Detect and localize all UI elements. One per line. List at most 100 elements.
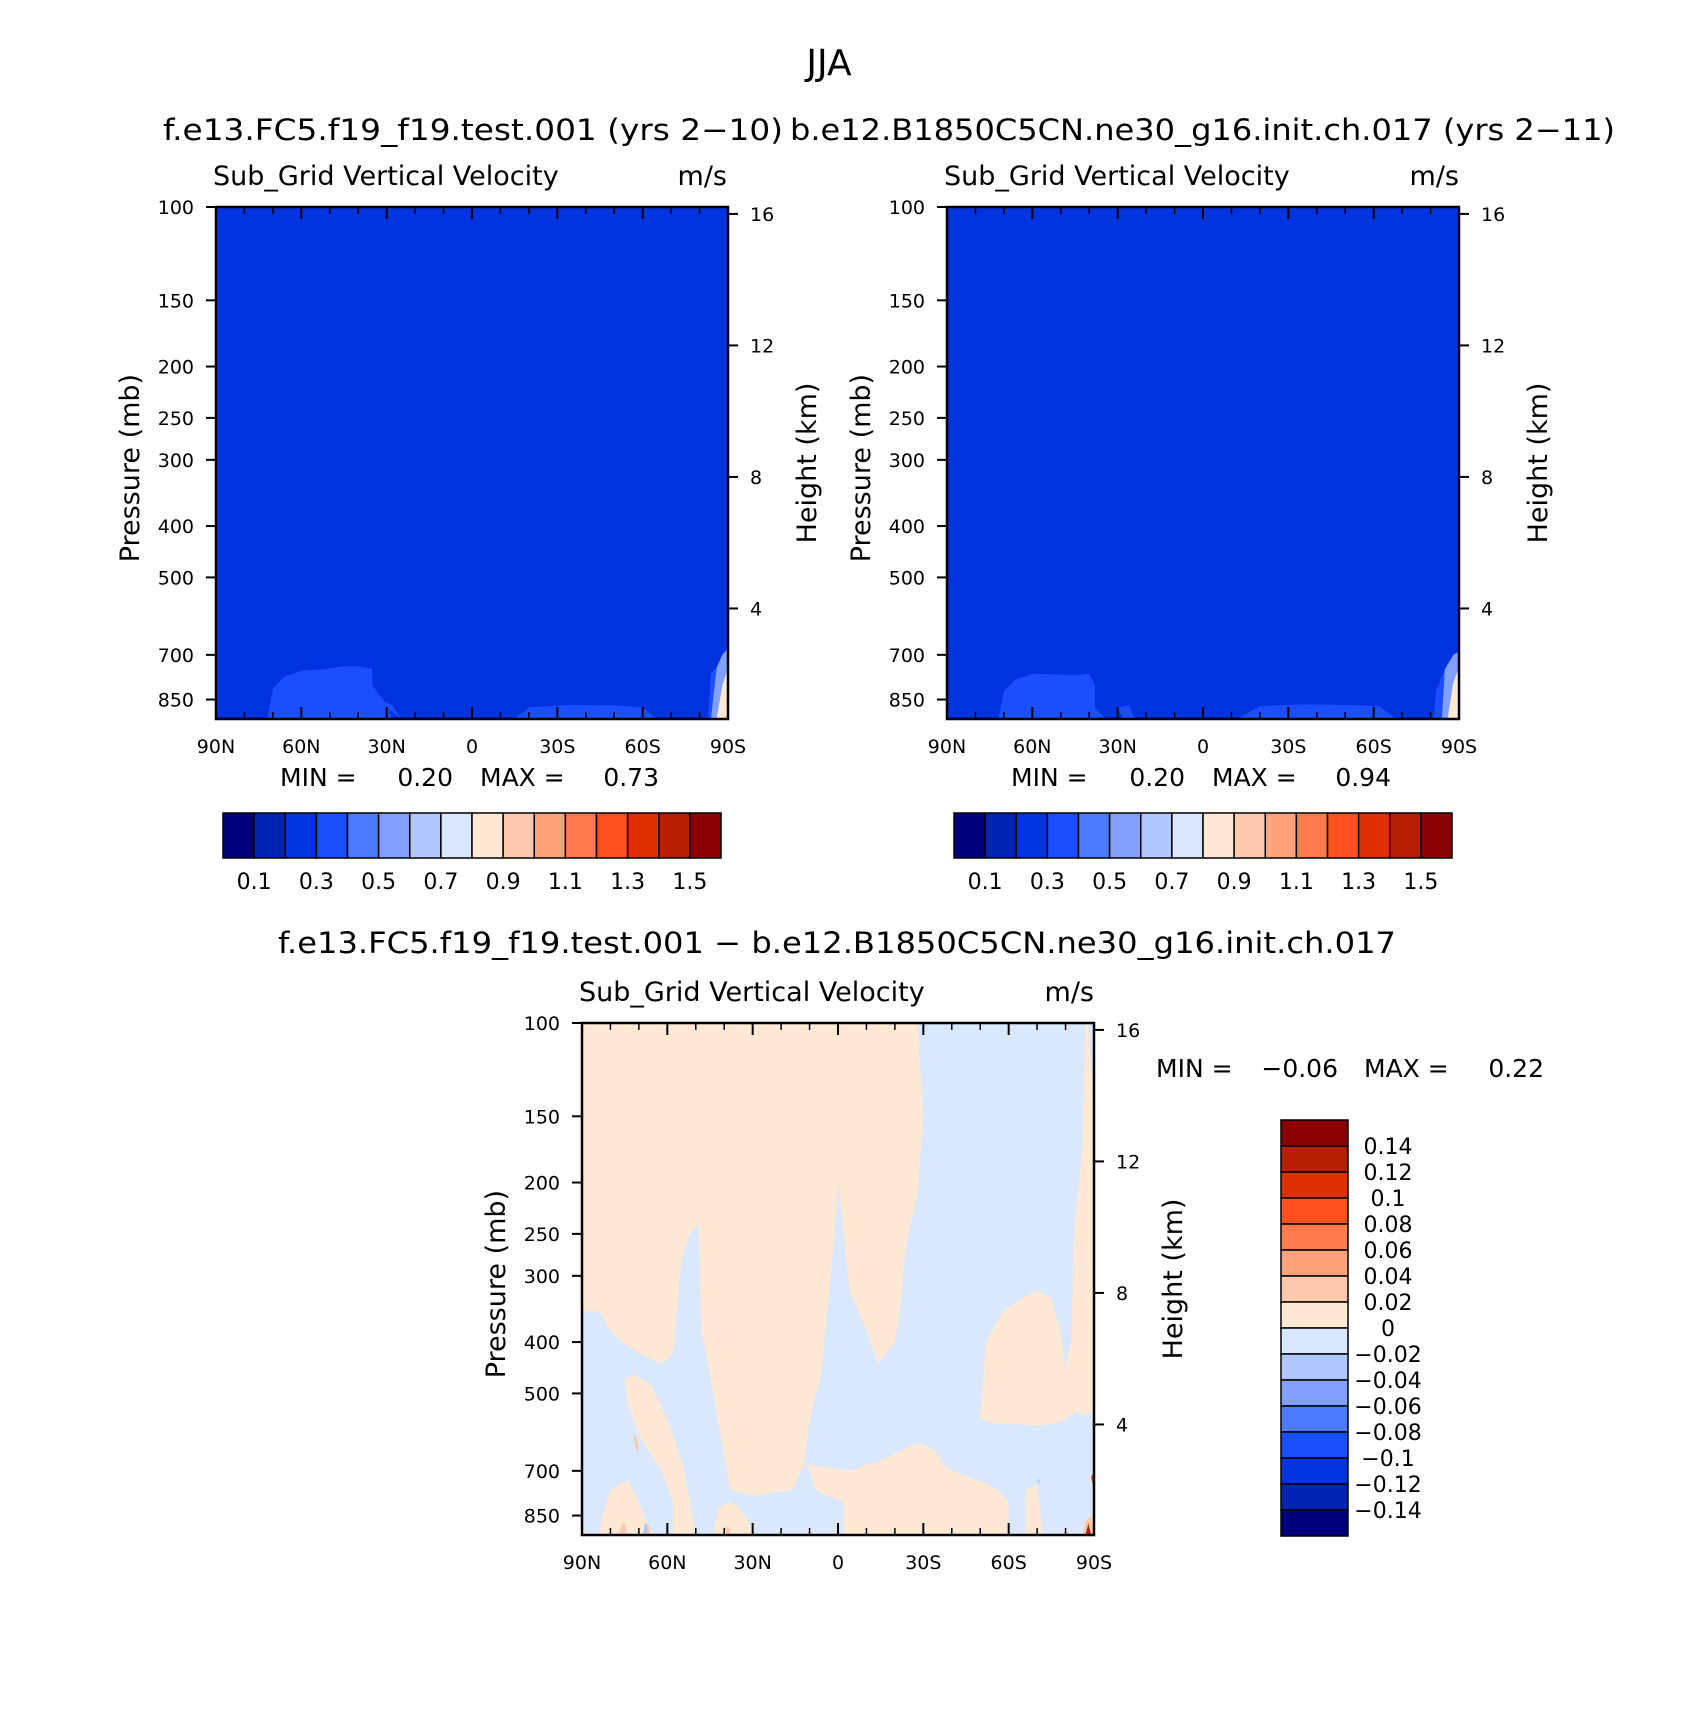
panel-2-units: m/s (1410, 161, 1459, 192)
colorbar-box (1280, 1171, 1349, 1199)
contour-region (619, 1523, 628, 1535)
colorbar-box (953, 812, 986, 859)
colorbar-box (1264, 812, 1298, 859)
colorbar-label: −0.02 (1354, 1343, 1421, 1368)
y-axis-label: Pressure (mb) (481, 1190, 512, 1378)
x-tick-label: 90S (1441, 736, 1477, 758)
colorbar-box (1280, 1483, 1349, 1511)
colorbar-box (1280, 1301, 1349, 1329)
contour-region (716, 667, 728, 719)
colorbar-label: 0.5 (1092, 870, 1127, 895)
x-tick-label: 90N (563, 1552, 601, 1574)
contour-region (1025, 1483, 1043, 1535)
colorbar-box (1233, 812, 1266, 859)
y-right-tick-label: 16 (1116, 1020, 1140, 1042)
y-tick-label: 300 (524, 1266, 560, 1288)
colorbar-label: −0.04 (1354, 1369, 1421, 1394)
panel-1: f.e13.FC5.f19_f19.test.001 (yrs 2−10) Su… (115, 113, 823, 895)
contour-region (378, 699, 401, 719)
y-tick-label: 300 (889, 450, 925, 472)
colorbar-box (1280, 1509, 1349, 1537)
panel-1-field-title: Sub_Grid Vertical Velocity (213, 161, 559, 192)
colorbar-label: 0.9 (486, 870, 521, 895)
y-tick-label: 700 (158, 645, 194, 667)
y-tick-label: 200 (524, 1173, 560, 1195)
colorbar-label: 0.5 (361, 870, 396, 895)
colorbar-label: 0.7 (1154, 870, 1189, 895)
contour-region (582, 1023, 924, 1496)
panel-2-field-title: Sub_Grid Vertical Velocity (944, 161, 1290, 192)
x-tick-label: 90N (197, 736, 235, 758)
colorbar-box (1280, 1119, 1349, 1147)
y-tick-label: 150 (524, 1106, 560, 1128)
y-tick-label: 400 (158, 516, 194, 538)
colorbar-box (626, 812, 660, 859)
panel-3-max-value: 0.22 (1488, 1054, 1544, 1083)
y-right-axis-label: Height (km) (1158, 1199, 1189, 1360)
panel-2: b.e12.B1850C5CN.ne30_g16.init.ch.017 (yr… (790, 113, 1615, 895)
panel-2-min-value: 0.20 (1129, 763, 1185, 792)
y-tick-label: 200 (889, 357, 925, 379)
x-tick-label: 90S (710, 736, 746, 758)
colorbar-box (409, 812, 442, 859)
y-tick-label: 850 (158, 690, 194, 712)
colorbar-label: 1.3 (610, 870, 645, 895)
x-tick-label: 30S (539, 736, 575, 758)
colorbar-box (440, 812, 473, 859)
y-tick-label: 850 (524, 1506, 560, 1528)
colorbar-box (284, 812, 318, 859)
colorbar-box (1389, 812, 1422, 859)
contour-fills (947, 207, 1459, 719)
colorbar-label: 0.02 (1364, 1291, 1413, 1316)
colorbar-label: 0.1 (968, 870, 1003, 895)
y-tick-label: 400 (524, 1332, 560, 1354)
y-right-tick-label: 8 (1116, 1283, 1128, 1305)
colorbar-box (1357, 812, 1391, 859)
panel-1-case-title: f.e13.FC5.f19_f19.test.001 (yrs 2−10) (163, 113, 783, 147)
contour-base (947, 207, 1459, 719)
x-tick-label: 30S (905, 1552, 941, 1574)
colorbar-label: 1.5 (672, 870, 707, 895)
panel-3-case-title: f.e13.FC5.f19_f19.test.001 − b.e12.B1850… (278, 926, 1396, 960)
colorbar-box (1077, 812, 1111, 859)
panel-3: f.e13.FC5.f19_f19.test.001 − b.e12.B1850… (278, 926, 1544, 1574)
colorbar-label: 0.06 (1364, 1239, 1413, 1264)
x-tick-label: 60N (648, 1552, 686, 1574)
panel-1-units: m/s (678, 161, 727, 192)
colorbar-label: −0.06 (1354, 1395, 1421, 1420)
x-tick-label: 0 (466, 736, 478, 758)
x-tick-label: 60N (282, 736, 320, 758)
colorbar-label: 0.12 (1364, 1161, 1413, 1186)
colorbar-label: 0.08 (1364, 1213, 1413, 1238)
colorbar-label: 0.1 (237, 870, 272, 895)
y-tick-label: 300 (158, 450, 194, 472)
contour-region (803, 1442, 1009, 1535)
colorbar-box (1420, 812, 1453, 859)
panel-3-plot: 90N 60N 30N 0 30S 60S 90S 100 150 200 250 300 400 500… (481, 1013, 1189, 1574)
y-tick-label: 250 (524, 1224, 560, 1246)
colorbar-box (1171, 812, 1204, 859)
contour-region (582, 1528, 588, 1535)
colorbar-box (502, 812, 535, 859)
colorbar-box (471, 812, 504, 859)
panel-1-max-value: 0.73 (603, 763, 659, 792)
colorbar-box (346, 812, 380, 859)
colorbar-box (1015, 812, 1049, 859)
y-right-tick-label: 4 (1116, 1414, 1128, 1436)
colorbar-label: 0.14 (1364, 1135, 1413, 1160)
colorbar-box (1280, 1457, 1349, 1485)
x-tick-label: 60S (625, 736, 661, 758)
contour-region (980, 1023, 1094, 1426)
colorbar-label: −0.14 (1354, 1499, 1421, 1524)
x-tick-label: 0 (832, 1552, 844, 1574)
contour-base (216, 207, 728, 719)
y-right-tick-label: 16 (1481, 204, 1505, 226)
figure-title: JJA (804, 43, 852, 84)
panel-3-min-label: MIN = (1156, 1054, 1233, 1083)
contour-region (712, 1501, 753, 1535)
colorbar-label: 1.1 (548, 870, 583, 895)
colorbar-label: 1.5 (1403, 870, 1438, 895)
contour-fills (582, 1023, 1094, 1535)
contour-region (1237, 704, 1397, 719)
y-tick-label: 700 (524, 1461, 560, 1483)
